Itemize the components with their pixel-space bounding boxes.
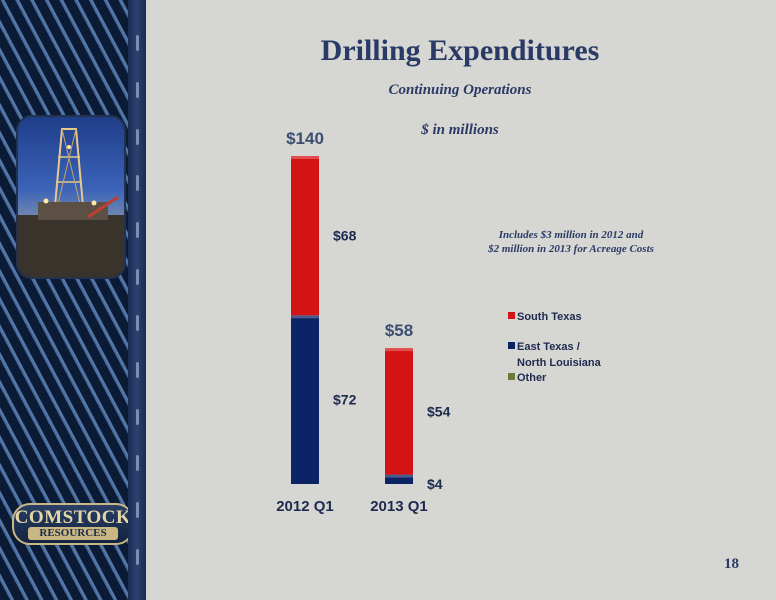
note-line-2: $2 million in 2013 for Acreage Costs [488, 243, 654, 255]
bar-south-texas-2012-q1 [291, 156, 319, 316]
total-label-1: $58 [385, 321, 413, 340]
drilling-rig-icon [18, 128, 124, 277]
legend-label-2-0: Other [517, 372, 547, 384]
data-label-0-1: $54 [427, 403, 451, 419]
legend-label-1-1: North Louisiana [517, 357, 602, 369]
total-label-0: $140 [286, 129, 324, 148]
left-decorative-panel: COMSTOCK RESOURCES [0, 0, 146, 600]
bar-highlight-0-1 [385, 348, 413, 352]
data-label-1-0: $72 [333, 392, 357, 408]
legend-swatch-2 [508, 373, 515, 380]
vertical-ornament-strip [128, 0, 146, 600]
legend-swatch-1 [508, 342, 515, 349]
category-label-1: 2013 Q1 [370, 498, 428, 515]
logo-text-bottom: RESOURCES [28, 527, 118, 540]
legend-swatch-0 [508, 312, 515, 319]
slide-title: Drilling Expenditures [320, 34, 600, 67]
data-label-1-1: $4 [427, 476, 443, 492]
drilling-rig-photo [16, 115, 126, 279]
category-label-0: 2012 Q1 [276, 498, 334, 515]
note-line-1: Includes $3 million in 2012 and [498, 229, 644, 241]
bar-east-texas-north-louisiana-2012-q1 [291, 315, 319, 484]
bar-highlight-1-1 [385, 474, 413, 478]
bar-south-texas-2013-q1 [385, 348, 413, 475]
data-label-0-0: $68 [333, 228, 357, 244]
bar-highlight-0-0 [291, 156, 319, 159]
units-label: $ in millions [421, 122, 499, 138]
page-number: 18 [724, 556, 739, 572]
logo-text-top: COMSTOCK [14, 507, 132, 528]
bar-east-texas-north-louisiana-2013-q1 [385, 474, 413, 484]
legend-label-1-0: East Texas / [517, 341, 580, 353]
acreage-note: Includes $3 million in 2012 and $2 milli… [462, 228, 680, 256]
slide-subtitle: Continuing Operations [388, 82, 532, 98]
company-logo: COMSTOCK RESOURCES [12, 503, 134, 545]
legend-label-0-0: South Texas [517, 311, 582, 323]
bar-highlight-1-0 [291, 315, 319, 319]
